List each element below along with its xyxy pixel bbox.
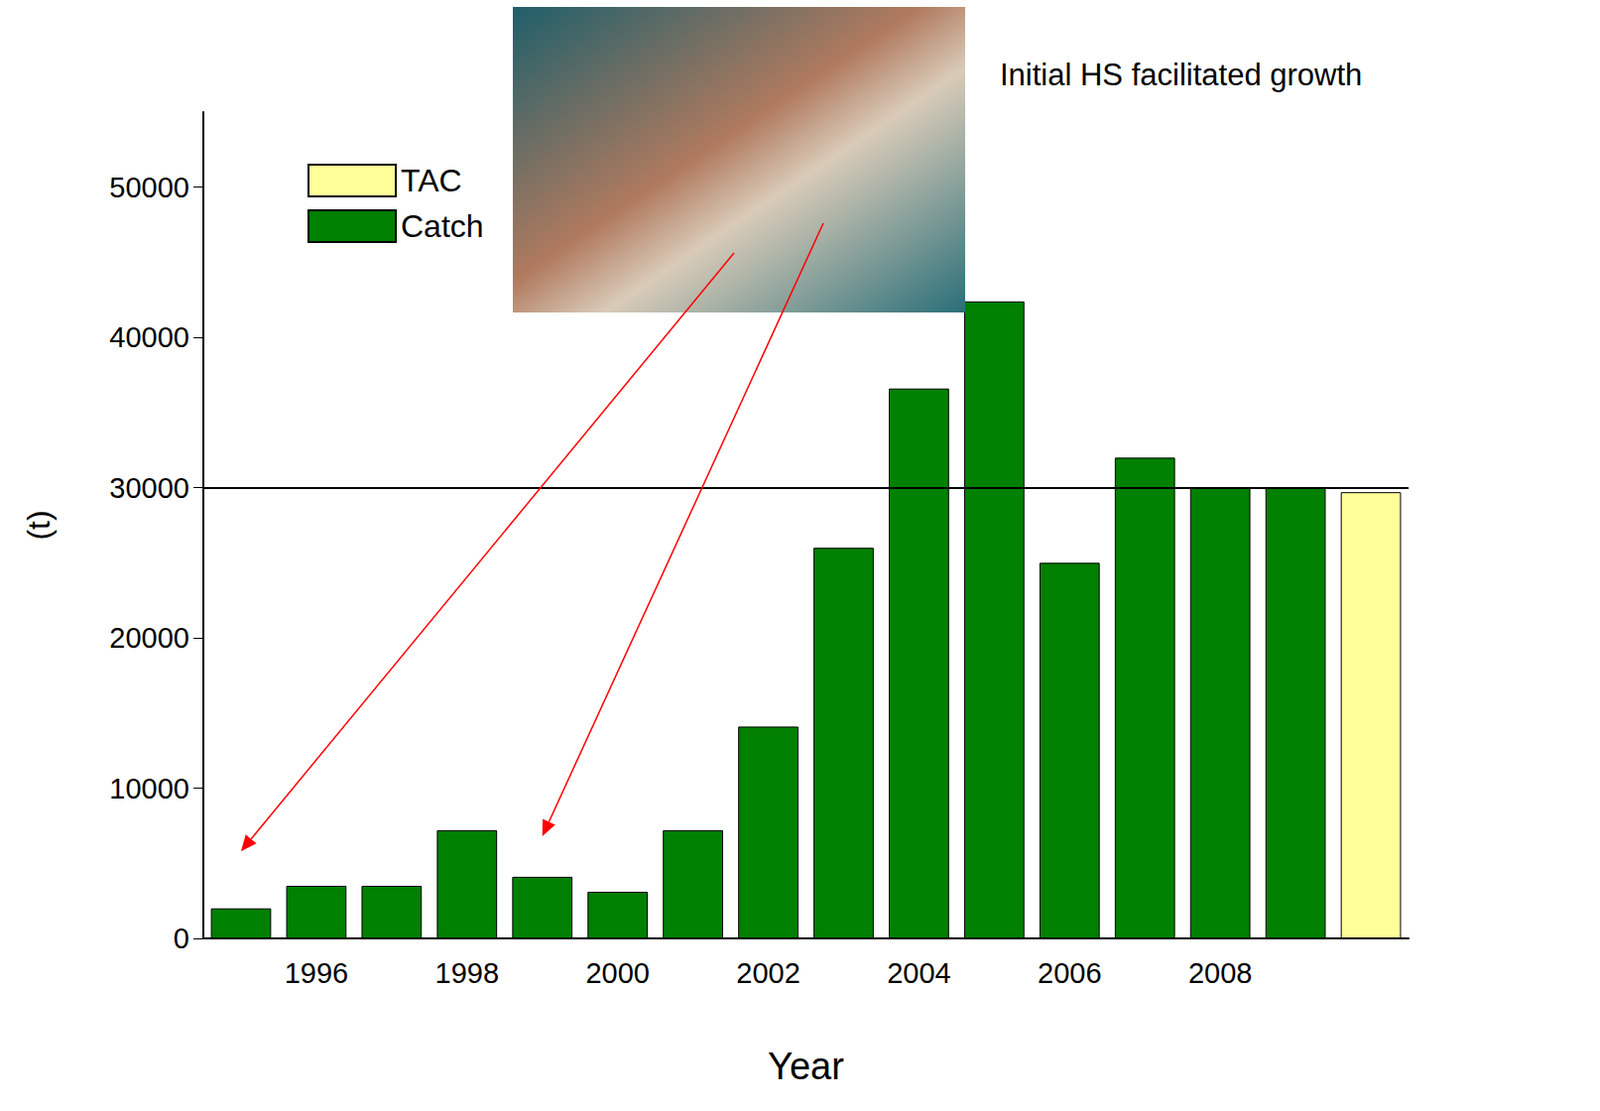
svg-text:2002: 2002 [736, 957, 801, 989]
svg-text:2008: 2008 [1188, 957, 1253, 989]
svg-text:TAC: TAC [400, 162, 463, 199]
svg-text:1998: 1998 [435, 957, 500, 989]
svg-text:50000: 50000 [109, 171, 190, 204]
svg-text:(t): (t) [20, 509, 57, 540]
svg-text:2000: 2000 [585, 957, 650, 989]
svg-text:Year: Year [767, 1045, 845, 1088]
svg-text:1996: 1996 [284, 957, 350, 989]
svg-text:20000: 20000 [109, 621, 190, 654]
svg-text:30000: 30000 [109, 472, 190, 504]
svg-text:40000: 40000 [109, 321, 190, 354]
svg-text:Catch: Catch [400, 208, 485, 245]
svg-text:0: 0 [173, 922, 190, 955]
svg-text:10000: 10000 [109, 772, 190, 805]
svg-text:2006: 2006 [1037, 957, 1103, 989]
svg-text:Initial HS facilitated growth: Initial HS facilitated growth [999, 57, 1362, 93]
svg-text:2004: 2004 [886, 957, 952, 989]
